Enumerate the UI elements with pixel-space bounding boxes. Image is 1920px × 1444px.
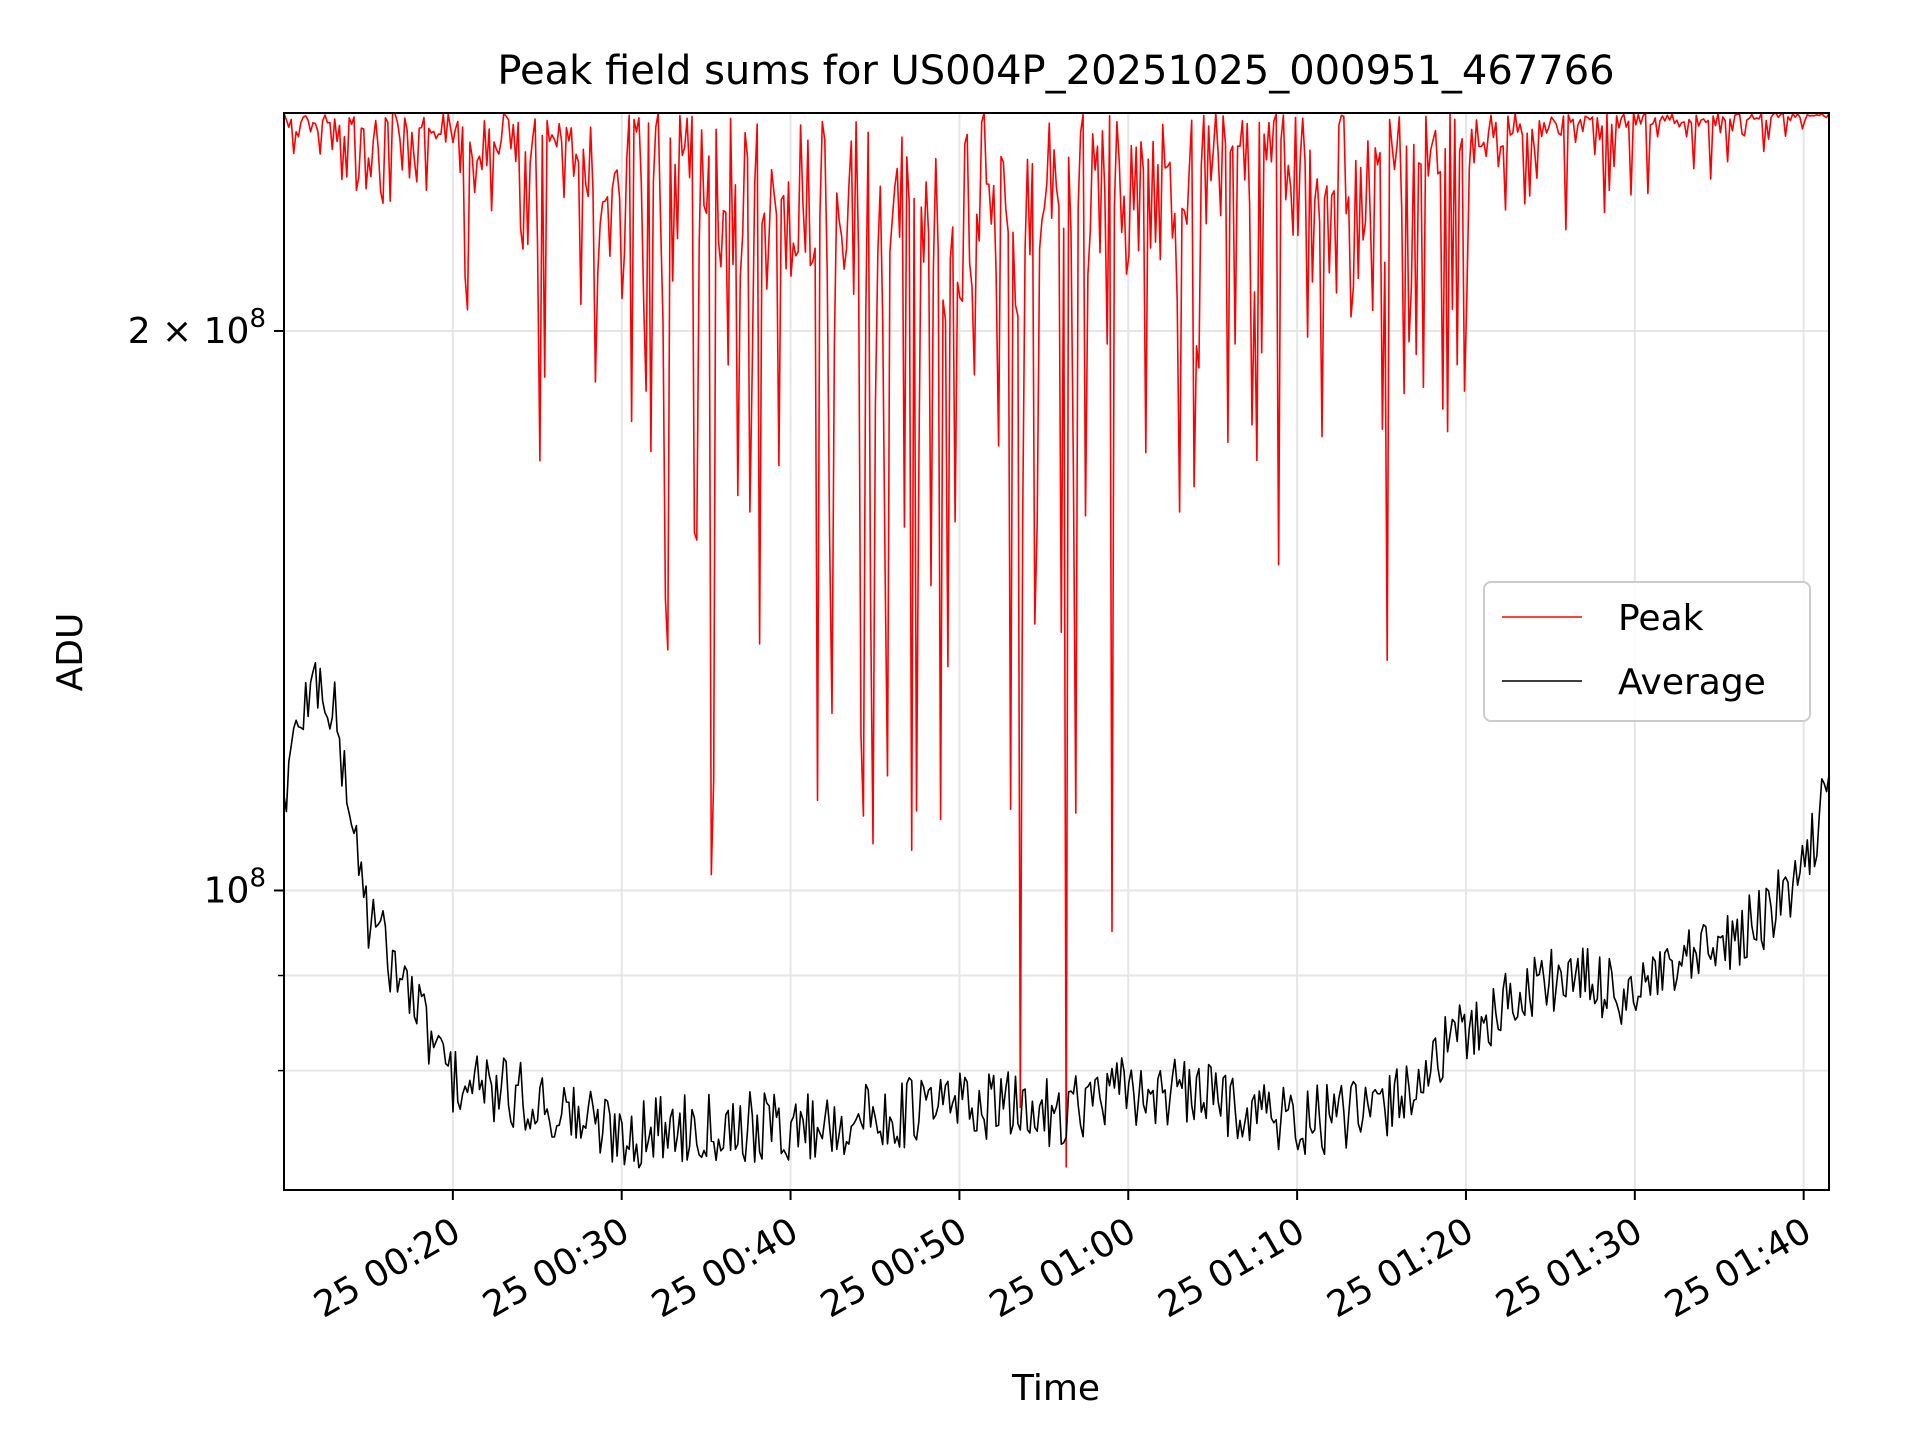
- y-tick-base: 10: [204, 870, 250, 911]
- legend-label-average: Average: [1618, 662, 1766, 703]
- y-tick-base: 2 × 10: [128, 311, 250, 352]
- y-tick-label: 2 × 108: [128, 304, 266, 352]
- y-tick-exponent: 8: [249, 304, 266, 334]
- series-line-peak: [284, 113, 1829, 1168]
- plot-lines: [284, 113, 1829, 1169]
- plot-frame: [283, 112, 1830, 1191]
- y-axis-label: ADU: [50, 613, 91, 692]
- x-axis-label: Time: [1011, 1368, 1100, 1409]
- y-tick-exponent: 8: [249, 863, 266, 893]
- series-line-average: [284, 662, 1829, 1169]
- grid-layer: [284, 113, 1829, 1190]
- legend: Peak Average: [1483, 581, 1811, 722]
- legend-label-peak: Peak: [1618, 598, 1704, 639]
- y-tick-label: 108: [204, 863, 266, 911]
- chart-title: Peak field sums for US004P_20251025_0009…: [497, 48, 1614, 94]
